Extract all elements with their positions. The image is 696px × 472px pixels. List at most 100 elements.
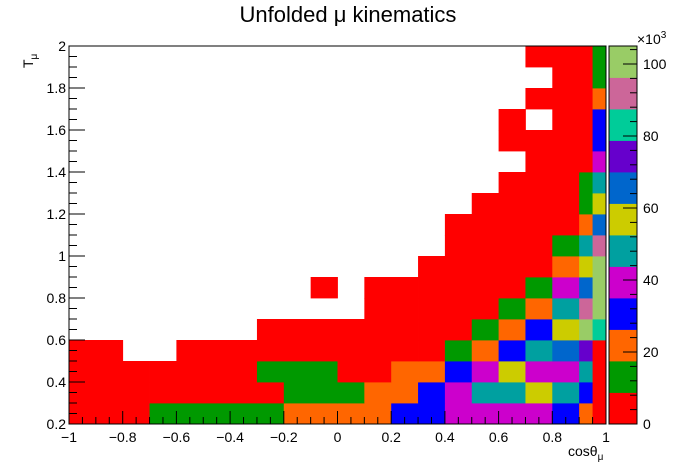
- heatmap-cell: [471, 361, 499, 383]
- heatmap-cell: [592, 46, 607, 68]
- palette-swatch: [609, 298, 637, 330]
- heatmap-cell: [498, 319, 526, 341]
- color-palette: [608, 45, 638, 425]
- heatmap-cell: [498, 256, 526, 278]
- heatmap-cell: [552, 172, 580, 194]
- color-axis-tick-label: 60: [643, 200, 659, 216]
- y-tick-label: 1.2: [47, 206, 67, 222]
- heatmap-cell: [230, 361, 258, 383]
- heatmap-cell: [471, 319, 499, 341]
- heatmap-cell: [592, 151, 607, 173]
- heatmap-cell: [525, 382, 553, 404]
- heatmap-cell: [149, 403, 177, 425]
- heatmap-cell: [471, 277, 499, 299]
- heatmap-cell: [579, 151, 593, 173]
- heatmap-cell: [283, 319, 312, 341]
- heatmap-cell: [310, 361, 338, 383]
- heatmap-cell: [444, 214, 473, 236]
- heatmap-cell: [364, 277, 392, 299]
- heatmap-cell: [203, 403, 231, 425]
- heatmap-cell: [283, 340, 312, 362]
- heatmap-cell: [592, 235, 607, 257]
- heatmap-cell: [418, 277, 446, 299]
- heatmap-cell: [592, 382, 607, 404]
- heatmap-cell: [498, 340, 526, 362]
- color-axis-tick-label: 20: [643, 344, 659, 360]
- heatmap-cell: [176, 403, 204, 425]
- heatmap-cell: [391, 298, 419, 320]
- heatmap-cell: [444, 403, 473, 425]
- heatmap-cell: [579, 130, 593, 152]
- heatmap-cell: [552, 214, 580, 236]
- color-axis-tick-label: 40: [643, 272, 659, 288]
- heatmap-cell: [552, 46, 580, 68]
- heatmap-cell: [579, 319, 593, 341]
- heatmap-cell: [592, 256, 607, 278]
- color-axis-tick-label: 0: [643, 416, 651, 432]
- heatmap-cell: [364, 319, 392, 341]
- heatmap-cell: [579, 277, 593, 299]
- heatmap-cell: [256, 403, 285, 425]
- heatmap-cell: [498, 382, 526, 404]
- y-axis: 0.2 0.4 0.6 0.8 1 1.2 1.4 1.6 1.8 2: [47, 38, 85, 432]
- y-tick-label: 0.6: [47, 332, 67, 348]
- heatmap-cell: [310, 382, 338, 404]
- heatmap-cell: [579, 235, 593, 257]
- heatmap-cell: [579, 340, 593, 362]
- heatmap-cell: [579, 88, 593, 110]
- heatmap-cell: [95, 382, 124, 404]
- heatmap-cell: [471, 256, 499, 278]
- heatmap-cell: [471, 340, 499, 362]
- y-tick-label: 2: [58, 38, 66, 54]
- y-tick-label: 0.4: [47, 374, 67, 390]
- heatmap-cell: [230, 403, 258, 425]
- heatmap-cell: [552, 256, 580, 278]
- heatmap-cell: [552, 382, 580, 404]
- heatmap-cell: [579, 214, 593, 236]
- heatmap-cell: [498, 403, 526, 425]
- heatmap-cell: [552, 298, 580, 320]
- heatmap-cell: [418, 382, 446, 404]
- heatmap-cell: [525, 88, 553, 110]
- heatmap-cell: [525, 361, 553, 383]
- heatmap-cell: [391, 361, 419, 383]
- heatmap-cell: [310, 403, 338, 425]
- heatmap-cell: [95, 340, 124, 362]
- heatmap-cell: [444, 298, 473, 320]
- heatmap-cell: [230, 382, 258, 404]
- y-tick-label: 1.4: [47, 164, 67, 180]
- heatmap-cell: [525, 256, 553, 278]
- x-tick-label: −0.2: [270, 429, 298, 445]
- heatmap-cell: [592, 403, 607, 425]
- heatmap-cell: [592, 130, 607, 152]
- heatmap-cell: [525, 193, 553, 215]
- heatmap-cell: [498, 277, 526, 299]
- heatmap-cell: [364, 298, 392, 320]
- heatmap-cell: [471, 193, 499, 215]
- heatmap-cell: [283, 361, 312, 383]
- color-axis-tick-label: 80: [643, 128, 659, 144]
- palette-swatch: [609, 361, 637, 393]
- heatmap-cell: [471, 382, 499, 404]
- heatmap-cell: [471, 298, 499, 320]
- heatmap-cell: [337, 340, 365, 362]
- heatmap-cell: [69, 340, 97, 362]
- heatmap-cell: [552, 319, 580, 341]
- heatmap-cell: [498, 193, 526, 215]
- heatmap-cell: [525, 340, 553, 362]
- heatmap-cell: [471, 214, 499, 236]
- heatmap-cell: [525, 151, 553, 173]
- heatmap-cell: [418, 298, 446, 320]
- heatmap-cell: [418, 361, 446, 383]
- heatmap-cell: [579, 361, 593, 383]
- x-axis: −1 −0.8 −0.6 −0.4 −0.2 0 0.2 0.4 0.6 0.8 1: [61, 411, 610, 445]
- heatmap-cell: [525, 235, 553, 257]
- heatmap-cell: [203, 382, 231, 404]
- heatmap-cell: [95, 361, 124, 383]
- x-tick-label: −0.4: [216, 429, 244, 445]
- heatmap-cell: [498, 172, 526, 194]
- x-tick-label: 0.2: [381, 429, 401, 445]
- heatmap-cell: [337, 319, 365, 341]
- y-tick-label: 1: [58, 248, 66, 264]
- heatmap-cell: [592, 319, 607, 341]
